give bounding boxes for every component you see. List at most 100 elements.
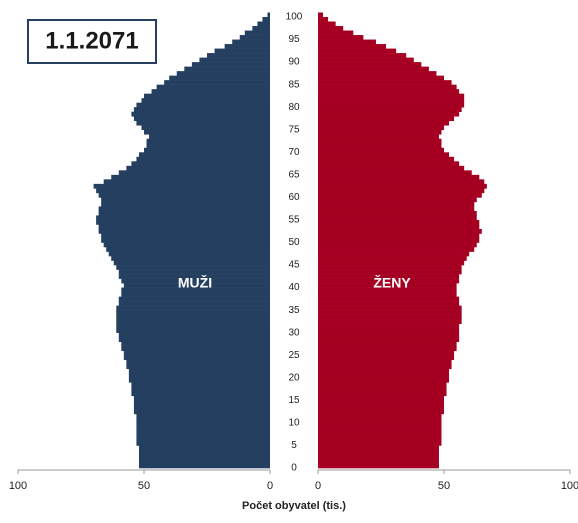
y-tick-label: 10: [288, 418, 300, 429]
bar: [121, 346, 270, 352]
bar: [116, 310, 270, 315]
bar: [123, 355, 270, 361]
bar: [318, 440, 442, 446]
bar: [133, 409, 270, 415]
bar: [318, 341, 457, 347]
bar: [318, 400, 444, 406]
bar: [318, 206, 475, 212]
bar: [116, 323, 270, 329]
bar: [318, 337, 460, 343]
bar: [318, 143, 442, 149]
bar: [101, 197, 270, 203]
bar: [318, 292, 457, 297]
bar: [318, 57, 414, 63]
bar: [244, 30, 270, 36]
bar: [318, 436, 442, 442]
y-tick-label: 40: [288, 282, 300, 293]
bar: [98, 210, 270, 216]
bar: [116, 319, 270, 324]
y-tick-label: 45: [288, 260, 300, 271]
bar: [318, 346, 457, 352]
bar: [118, 296, 270, 302]
bar: [318, 310, 462, 315]
bar: [318, 391, 447, 397]
title-box: [27, 19, 157, 64]
bar: [318, 161, 460, 167]
bar: [138, 458, 270, 464]
bar: [318, 386, 447, 392]
bar: [101, 201, 270, 207]
bar: [318, 427, 442, 433]
bar: [169, 75, 270, 81]
bar: [318, 35, 364, 40]
bar: [126, 364, 270, 370]
bar: [318, 332, 460, 338]
bar: [128, 368, 270, 374]
y-tick-label: 100: [286, 12, 303, 23]
x-tick-label: 100: [561, 480, 578, 492]
bar: [267, 12, 270, 18]
bar: [318, 17, 329, 22]
bar: [121, 341, 270, 347]
bar: [144, 93, 270, 99]
bar: [131, 391, 270, 397]
bar: [318, 278, 460, 284]
y-tick-label: 55: [288, 215, 300, 226]
y-tick-label: 25: [288, 350, 300, 361]
bar: [318, 224, 480, 230]
bar: [118, 269, 270, 275]
bar: [224, 44, 270, 49]
bar: [318, 251, 470, 257]
y-tick-label: 70: [288, 147, 300, 158]
bar: [318, 431, 442, 437]
bar: [318, 107, 462, 113]
bar: [136, 431, 270, 437]
bar: [133, 116, 270, 122]
x-tick-label: 0: [315, 480, 321, 492]
bar: [199, 57, 270, 63]
bar: [318, 364, 452, 370]
bar: [318, 260, 465, 266]
y-tick-label: 85: [288, 79, 300, 90]
bar: [149, 134, 270, 140]
bar: [318, 301, 460, 306]
bar: [318, 21, 336, 27]
bar: [151, 89, 270, 94]
series-label: MUŽI: [178, 273, 212, 290]
bar: [318, 328, 460, 333]
bar: [318, 215, 477, 221]
bar: [318, 256, 467, 261]
bar: [118, 274, 270, 279]
bar: [116, 314, 270, 320]
y-tick-label: 95: [288, 34, 300, 45]
bar: [184, 66, 270, 72]
bar: [318, 373, 450, 379]
bar: [108, 251, 270, 257]
bar: [318, 26, 344, 31]
bar: [128, 377, 270, 383]
bar: [318, 134, 439, 140]
bar: [318, 93, 465, 99]
bar: [111, 174, 271, 180]
bar: [103, 242, 271, 248]
bar: [318, 265, 462, 270]
bar: [191, 62, 270, 67]
bar: [98, 224, 270, 230]
bar: [141, 98, 270, 103]
y-tick-label: 15: [288, 395, 300, 406]
bar: [118, 337, 270, 343]
bar: [144, 147, 270, 153]
bar: [101, 237, 270, 243]
bar: [318, 445, 439, 451]
bar: [318, 449, 439, 455]
bar: [318, 89, 460, 94]
bar: [118, 332, 270, 338]
bar: [146, 143, 270, 149]
y-tick-label: 60: [288, 192, 300, 203]
bar: [318, 39, 376, 45]
bar: [126, 359, 270, 365]
y-tick-label: 80: [288, 102, 300, 113]
bar: [318, 44, 387, 49]
y-tick-label: 35: [288, 305, 300, 316]
bar: [318, 84, 457, 90]
